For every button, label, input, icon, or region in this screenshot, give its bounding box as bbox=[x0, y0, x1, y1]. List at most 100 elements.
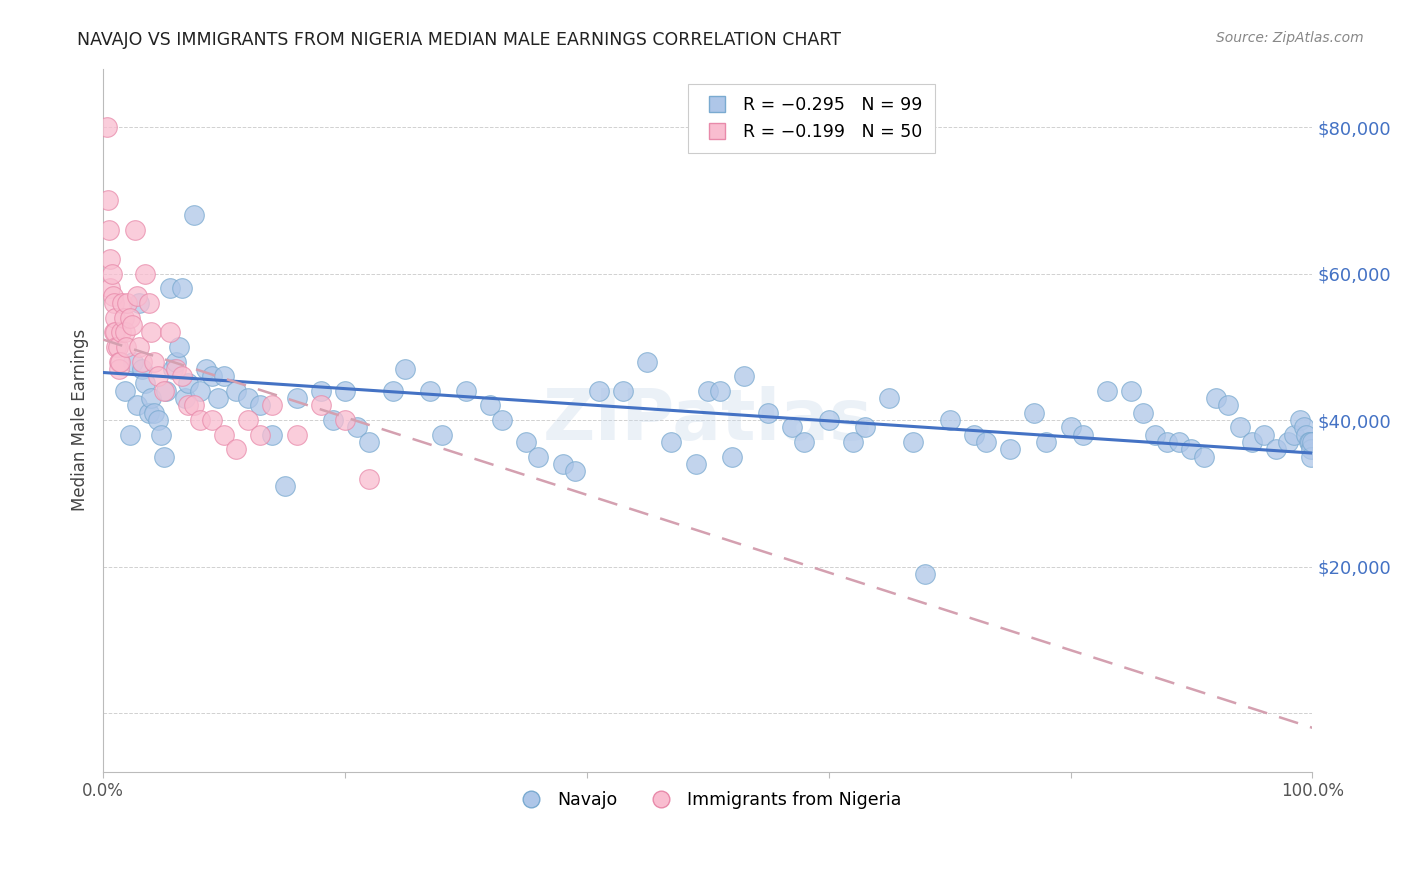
Point bbox=[194, 362, 217, 376]
Point bbox=[131, 362, 153, 376]
Point bbox=[142, 406, 165, 420]
Point bbox=[346, 420, 368, 434]
Point bbox=[1292, 420, 1315, 434]
Point bbox=[169, 340, 191, 354]
Point bbox=[333, 384, 356, 398]
Point bbox=[170, 281, 193, 295]
Point bbox=[1299, 435, 1322, 450]
Text: NAVAJO VS IMMIGRANTS FROM NIGERIA MEDIAN MALE EARNINGS CORRELATION CHART: NAVAJO VS IMMIGRANTS FROM NIGERIA MEDIAN… bbox=[77, 31, 841, 49]
Point bbox=[146, 369, 169, 384]
Point bbox=[212, 427, 235, 442]
Point bbox=[1277, 435, 1299, 450]
Point bbox=[225, 442, 247, 457]
Point bbox=[1295, 427, 1317, 442]
Point bbox=[183, 399, 205, 413]
Point bbox=[165, 362, 187, 376]
Point bbox=[1240, 435, 1263, 450]
Point bbox=[104, 310, 127, 325]
Point bbox=[914, 566, 936, 581]
Point bbox=[359, 435, 381, 450]
Legend: Navajo, Immigrants from Nigeria: Navajo, Immigrants from Nigeria bbox=[508, 784, 908, 816]
Point bbox=[125, 399, 148, 413]
Point bbox=[100, 267, 122, 281]
Point bbox=[201, 369, 224, 384]
Point bbox=[527, 450, 550, 464]
Point bbox=[1265, 442, 1288, 457]
Point bbox=[138, 406, 160, 420]
Point bbox=[225, 384, 247, 398]
Point bbox=[108, 354, 131, 368]
Point bbox=[963, 427, 986, 442]
Point bbox=[1180, 442, 1202, 457]
Point bbox=[817, 413, 839, 427]
Point bbox=[177, 376, 200, 391]
Point bbox=[1216, 399, 1239, 413]
Point bbox=[97, 194, 120, 208]
Point bbox=[125, 288, 148, 302]
Point bbox=[118, 310, 141, 325]
Point bbox=[1035, 435, 1057, 450]
Point bbox=[1144, 427, 1167, 442]
Point bbox=[207, 391, 229, 405]
Point bbox=[105, 340, 128, 354]
Point bbox=[1301, 435, 1323, 450]
Point bbox=[333, 413, 356, 427]
Point bbox=[128, 340, 150, 354]
Point bbox=[1284, 427, 1306, 442]
Point bbox=[141, 325, 163, 339]
Point bbox=[134, 267, 156, 281]
Point bbox=[1298, 435, 1320, 450]
Point bbox=[100, 252, 122, 266]
Point bbox=[454, 384, 477, 398]
Point bbox=[382, 384, 405, 398]
Point bbox=[1253, 427, 1275, 442]
Point bbox=[612, 384, 634, 398]
Point bbox=[152, 384, 174, 398]
Point bbox=[842, 435, 865, 450]
Point bbox=[938, 413, 960, 427]
Point bbox=[1289, 413, 1312, 427]
Point bbox=[1229, 420, 1251, 434]
Point bbox=[1156, 435, 1178, 450]
Point bbox=[101, 288, 124, 302]
Point bbox=[134, 376, 156, 391]
Point bbox=[131, 354, 153, 368]
Point bbox=[733, 369, 755, 384]
Point bbox=[249, 427, 271, 442]
Point bbox=[394, 362, 416, 376]
Point bbox=[782, 420, 804, 434]
Point bbox=[1071, 427, 1094, 442]
Point bbox=[661, 435, 683, 450]
Point bbox=[564, 464, 586, 478]
Point bbox=[877, 391, 900, 405]
Point bbox=[96, 120, 118, 135]
Point bbox=[188, 413, 211, 427]
Point bbox=[322, 413, 344, 427]
Point bbox=[114, 325, 136, 339]
Point bbox=[112, 310, 135, 325]
Point bbox=[696, 384, 718, 398]
Point bbox=[309, 399, 332, 413]
Point bbox=[238, 413, 260, 427]
Point bbox=[903, 435, 925, 450]
Point bbox=[285, 391, 308, 405]
Point bbox=[249, 399, 271, 413]
Point bbox=[201, 413, 224, 427]
Point bbox=[1119, 384, 1142, 398]
Point bbox=[1095, 384, 1118, 398]
Point bbox=[1301, 450, 1323, 464]
Point bbox=[1301, 442, 1323, 457]
Point bbox=[115, 340, 138, 354]
Point bbox=[359, 472, 381, 486]
Point bbox=[721, 450, 744, 464]
Point bbox=[103, 296, 125, 310]
Point bbox=[138, 296, 160, 310]
Point bbox=[159, 281, 181, 295]
Point bbox=[108, 354, 131, 368]
Point bbox=[515, 435, 537, 450]
Point bbox=[124, 222, 146, 236]
Point bbox=[188, 384, 211, 398]
Point bbox=[551, 457, 574, 471]
Point bbox=[853, 420, 876, 434]
Point bbox=[170, 369, 193, 384]
